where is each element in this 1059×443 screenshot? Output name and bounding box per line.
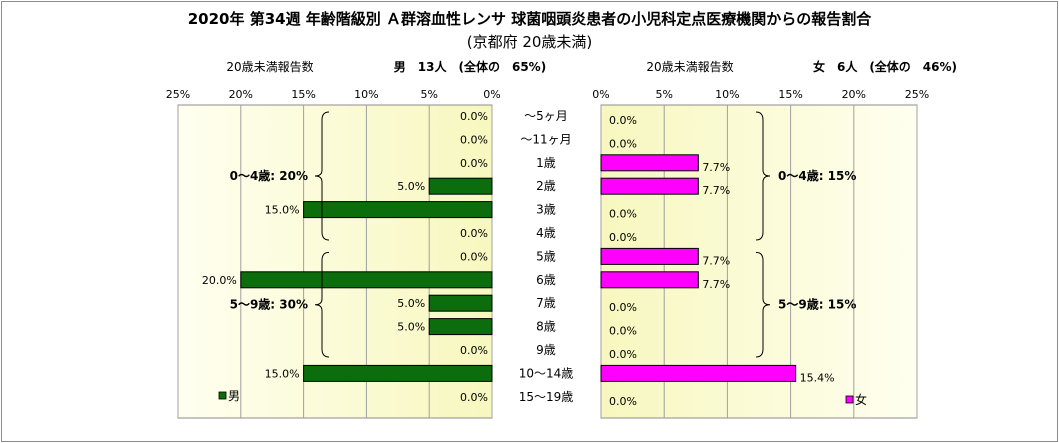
left-tick-label: 25% [166,88,190,101]
left-x-ticks: 0% 5% 10% 15% 20% 25% [166,88,501,101]
category-label: 10～14歳 [519,366,574,380]
female-series: 0.0% 0.0% 7.7% 7.7% 0.0% 0.0% 7.7% 7.7% 0.0% 0.0%… [600,114,835,408]
male-bar [428,177,493,195]
male-bar [428,318,493,336]
left-count-label: 20歳未満報告数 [226,59,313,74]
category-label: 7歳 [536,296,556,310]
female-group-label: 0～4歳: 15% [778,168,856,183]
category-labels: ～5ヶ月 ～11ヶ月 1歳 2歳 3歳 4歳 5歳 6歳 7歳 8歳 9歳 10～14歳 15～19歳 [519,109,574,404]
category-label: 4歳 [536,226,556,240]
male-data-label: 5.0% [397,297,425,310]
left-tick-label: 5% [420,88,437,101]
legend-female-label: 女 [855,392,867,407]
female-data-label: 0.0% [609,301,637,314]
male-data-label: 0.0% [460,133,488,146]
female-data-label: 7.7% [702,254,730,267]
category-label: 6歳 [536,273,556,287]
male-group-label: 0～4歳: 20% [230,168,308,183]
legend-female-swatch [845,395,854,404]
age-group-annotations: 0～4歳: 20% 5～9歳: 30% 0～4歳: 15% 5～9歳: 15% [230,111,856,358]
male-data-label: 0.0% [460,157,488,170]
female-data-label: 7.7% [702,278,730,291]
category-label: 9歳 [536,343,556,357]
female-data-label: 0.0% [609,231,637,244]
female-bar [600,247,699,265]
category-label: 1歳 [536,156,556,170]
right-summary: 女 6人 (全体の 46%) [813,59,957,74]
female-data-label: 0.0% [609,325,637,338]
category-label: 2歳 [536,179,556,193]
male-group-label: 5～9歳: 30% [230,297,308,312]
legend-male-label: 男 [228,389,240,403]
male-data-label: 5.0% [397,321,425,334]
male-data-label: 0.0% [460,344,488,357]
left-tick-label: 15% [291,88,315,101]
male-data-label: 0.0% [460,227,488,240]
male-data-label: 15.0% [265,367,300,380]
category-label: 15～19歳 [519,390,574,404]
male-brace [314,251,330,358]
chart-title: 2020年 第34週 年齢階級別 Ａ群溶血性レンサ 球菌咽頭炎患者の小児科定点医… [187,10,872,28]
right-tick-label: 0% [592,88,609,101]
male-bar [303,201,493,219]
male-data-label: 5.0% [397,180,425,193]
right-tick-label: 20% [842,88,866,101]
category-label: 8歳 [536,320,556,334]
female-bar [600,271,699,289]
male-bar [240,271,493,289]
female-data-label: 0.0% [609,114,637,127]
left-summary: 男 13人 (全体の 65%) [394,59,546,74]
category-label: ～5ヶ月 [524,109,568,123]
male-data-label: 20.0% [202,274,237,287]
female-group-label: 5～9歳: 15% [778,297,856,312]
male-bar [428,294,493,312]
category-label: 5歳 [536,249,556,263]
female-bar [600,364,797,382]
left-tick-label: 20% [229,88,253,101]
legend-male-swatch [218,391,227,400]
right-tick-label: 15% [778,88,802,101]
left-tick-label: 0% [483,88,500,101]
female-data-label: 0.0% [609,208,637,221]
chart-subtitle: (京都府 20歳未満) [466,33,593,51]
female-bar [600,154,699,172]
female-data-label: 15.4% [800,371,835,384]
female-bar [600,177,699,195]
male-brace [314,111,330,241]
female-data-label: 0.0% [609,137,637,150]
right-tick-label: 25% [905,88,929,101]
female-brace [755,251,771,358]
female-brace [755,111,771,241]
male-data-label: 0.0% [460,391,488,404]
female-data-label: 7.7% [702,161,730,174]
right-tick-label: 10% [715,88,739,101]
male-series: 0.0% 0.0% 0.0% 5.0% 15.0% 0.0% 0.0% 20.0% 5.0% 5.… [202,110,493,404]
left-tick-label: 10% [354,88,378,101]
male-data-label: 15.0% [265,204,300,217]
category-label: 3歳 [536,203,556,217]
female-data-label: 7.7% [702,184,730,197]
male-data-label: 0.0% [460,110,488,123]
male-data-label: 0.0% [460,250,488,263]
right-count-label: 20歳未満報告数 [646,59,733,74]
male-bar [303,364,493,382]
female-data-label: 0.0% [609,395,637,408]
right-tick-label: 5% [655,88,672,101]
category-label: ～11ヶ月 [520,132,571,146]
female-data-label: 0.0% [609,348,637,361]
right-x-ticks: 0% 5% 10% 15% 20% 25% [592,88,929,101]
